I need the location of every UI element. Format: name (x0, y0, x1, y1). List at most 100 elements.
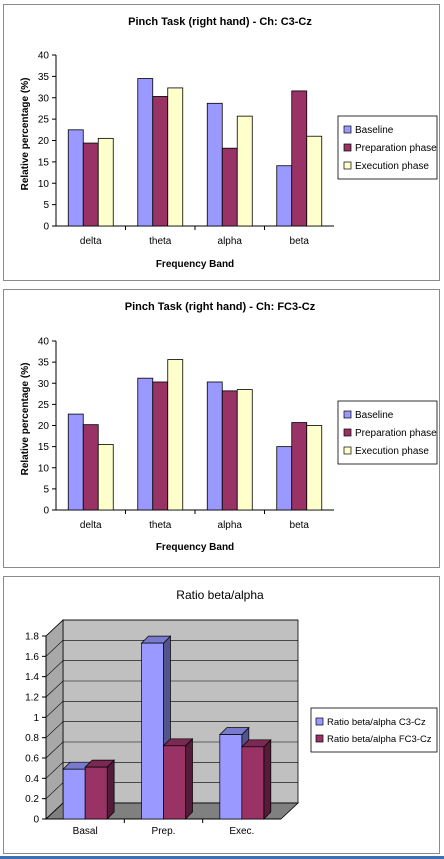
legend-box (337, 115, 438, 180)
x-tick-label: delta (80, 520, 102, 531)
bar-alpha-execution-phase (236, 389, 253, 511)
y-tick-label: 0 (33, 815, 39, 826)
x-tick-label: theta (149, 520, 172, 531)
y-tick-label: 30 (38, 93, 50, 104)
gridline (45, 619, 298, 637)
legend-swatch (315, 717, 324, 726)
x-tick-label: theta (149, 236, 172, 247)
chart-title: Pinch Task (right hand) - Ch: FC3-Cz (125, 301, 316, 313)
chart-c3-cz: Pinch Task (right hand) - Ch: C3-Cz Rela… (20, 16, 438, 270)
bar-alpha-execution-phase (236, 115, 253, 227)
x-tick-label: beta (290, 520, 310, 531)
bar-theta-preparation-phase (152, 96, 169, 227)
y-tick-label: 30 (38, 379, 50, 390)
y-tick-label: 15 (38, 157, 50, 168)
legend-label: Baseline (355, 125, 394, 136)
y-tick-label: 20 (38, 136, 50, 147)
bar-alpha-baseline (206, 381, 223, 511)
x-tick-label: beta (290, 236, 310, 247)
gridline (45, 701, 298, 718)
chart-title: Pinch Task (right hand) - Ch: C3-Cz (128, 16, 312, 28)
bar-front (84, 766, 108, 820)
y-tick-label: 5 (43, 484, 49, 495)
bar-basal-fc3-cz (84, 759, 116, 820)
legend-label: Baseline (355, 410, 394, 421)
y-tick-label: 1.6 (25, 652, 39, 663)
chart-ratio-beta-alpha: Ratio beta/alpha 0 0.2 0.4 0.6 0.8 1 1.2 1.4 1.6… (25, 588, 438, 837)
bottom-rule (0, 856, 444, 859)
bar-front (163, 745, 186, 820)
bar-front (241, 746, 265, 820)
bar-exec-fc3-cz (240, 738, 272, 820)
y-tick-label: 0.2 (25, 794, 39, 805)
bar-prep-fc3-cz (162, 737, 194, 820)
gridline (45, 721, 298, 738)
y-tick-label: 1.2 (25, 693, 39, 704)
y-tick-label: 20 (38, 421, 50, 432)
y-axis-label: Relative percentage (%) (20, 363, 31, 476)
bar-beta-execution-phase (306, 135, 323, 227)
bar-theta-baseline (137, 377, 154, 511)
x-tick-label: alpha (218, 236, 243, 247)
legend-swatch (315, 734, 324, 743)
y-tick-label: 40 (38, 337, 50, 348)
y-tick-label: 1 (33, 713, 39, 724)
x-tick-label: Exec. (229, 826, 254, 837)
bar-delta-baseline (67, 129, 84, 227)
gridline (45, 640, 298, 657)
y-tick-label: 25 (38, 115, 50, 126)
y-tick-label: 35 (38, 358, 50, 369)
bar-theta-execution-phase (167, 87, 184, 227)
legend-swatch (343, 143, 352, 152)
gridline (45, 680, 298, 698)
y-tick-label: 5 (43, 200, 49, 211)
bar-front (62, 768, 86, 820)
bar-theta-preparation-phase (152, 381, 169, 511)
legend-swatch (343, 161, 352, 170)
y-tick-label: 1.8 (25, 632, 39, 643)
bar-beta-preparation-phase (291, 90, 308, 227)
y-tick-label: 1.4 (25, 672, 39, 683)
bar-alpha-preparation-phase (221, 390, 238, 511)
x-tick-label: Prep. (152, 826, 176, 837)
y-tick-label: 25 (38, 400, 50, 411)
bar-side (106, 759, 115, 820)
y-tick-label: 10 (38, 463, 50, 474)
legend-label: Execution phase (355, 161, 429, 172)
legend-swatch (343, 446, 352, 455)
x-axis-label: Frequency Band (156, 542, 234, 553)
y-tick-label: 0 (43, 506, 49, 517)
bar-beta-baseline (276, 446, 293, 511)
legend-swatch (343, 410, 352, 419)
bar-side (263, 738, 272, 820)
y-tick-label: 0.4 (25, 774, 39, 785)
legend-swatch (343, 125, 352, 134)
y-tick-label: 0.6 (25, 754, 39, 765)
chart-title: Ratio beta/alpha (176, 588, 264, 602)
bar-side (185, 737, 193, 820)
bar-delta-preparation-phase (82, 424, 99, 511)
legend-label: Preparation phase (355, 143, 437, 154)
x-axis-label: Frequency Band (156, 259, 234, 270)
y-tick-label: 15 (38, 442, 50, 453)
x-tick-label: alpha (218, 520, 243, 531)
y-axis-label: Relative percentage (%) (20, 78, 31, 191)
y-tick-label: 10 (38, 179, 50, 190)
legend-label: Execution phase (355, 446, 429, 457)
bar-beta-baseline (276, 165, 293, 227)
gridline (45, 660, 298, 677)
bar-delta-preparation-phase (82, 142, 99, 227)
legend-box (310, 707, 438, 753)
bar-front (141, 642, 164, 820)
bar-theta-execution-phase (167, 359, 184, 511)
y-tick-label: 0 (43, 222, 49, 233)
legend-box (337, 400, 438, 465)
bar-theta-baseline (137, 78, 154, 227)
legend-label: Preparation phase (355, 428, 437, 439)
chart-panel-fc3: Pinch Task (right hand) - Ch: FC3-Cz Rel… (3, 289, 440, 568)
y-tick-label: 0.8 (25, 733, 39, 744)
legend-label: Ratio beta/alpha C3-Cz (327, 717, 426, 728)
bar-beta-execution-phase (306, 425, 323, 511)
chart-fc3-cz: Pinch Task (right hand) - Ch: FC3-Cz Rel… (20, 301, 438, 553)
legend-swatch (343, 428, 352, 437)
